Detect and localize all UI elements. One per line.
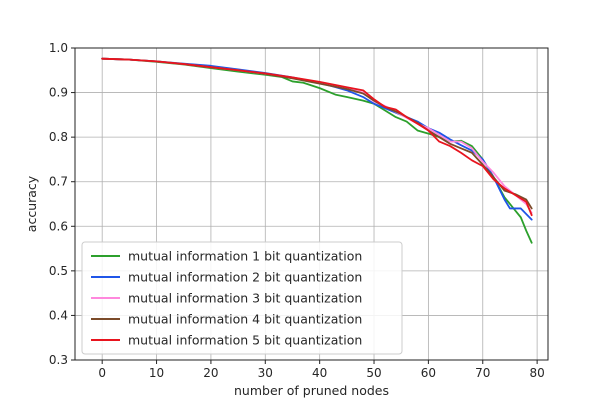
legend-label-1: mutual information 1 bit quantization — [128, 249, 362, 264]
legend-entry-5: mutual information 5 bit quantization — [91, 333, 362, 348]
x-axis-label: number of pruned nodes — [234, 383, 389, 398]
x-tick-label: 80 — [529, 366, 544, 380]
legend-entry-3: mutual information 3 bit quantization — [91, 291, 362, 306]
y-tick-label: 0.7 — [49, 175, 68, 189]
x-tick-label: 50 — [366, 366, 381, 380]
y-tick-label: 0.6 — [49, 219, 68, 233]
legend-label-4: mutual information 4 bit quantization — [128, 312, 362, 327]
legend-entry-1: mutual information 1 bit quantization — [91, 249, 362, 264]
y-axis-label: accuracy — [24, 175, 39, 232]
legend-entry-2: mutual information 2 bit quantization — [91, 270, 362, 285]
y-tick-label: 1.0 — [49, 41, 68, 55]
series-layer — [101, 57, 533, 244]
legend-box — [81, 241, 403, 355]
x-tick-label: 10 — [149, 366, 164, 380]
legend-entry-4: mutual information 4 bit quantization — [91, 312, 362, 327]
x-tick-label: 30 — [258, 366, 273, 380]
legend: mutual information 1 bit quantization mu… — [81, 241, 403, 355]
legend-label-3: mutual information 3 bit quantization — [128, 291, 362, 306]
series-line-5 — [101, 57, 533, 217]
plot-frame — [74, 47, 549, 361]
y-tick-label: 0.9 — [49, 86, 68, 100]
series-line-2 — [101, 57, 533, 221]
ticks: 0 10 20 30 40 50 60 70 80 0.3 0.4 0.5 0.6 0.7 0.8 0.9 1.… — [49, 41, 545, 380]
x-tick-label: 60 — [421, 366, 436, 380]
legend-label-2: mutual information 2 bit quantization — [128, 270, 362, 285]
y-tick-label: 0.8 — [49, 130, 68, 144]
x-tick-label: 20 — [203, 366, 218, 380]
x-tick-label: 70 — [475, 366, 490, 380]
x-tick-label: 40 — [312, 366, 327, 380]
y-tick-label: 0.3 — [49, 353, 68, 367]
x-tick-label: 0 — [98, 366, 106, 380]
y-tick-label: 0.4 — [49, 308, 68, 322]
y-tick-label: 0.5 — [49, 264, 68, 278]
legend-label-5: mutual information 5 bit quantization — [128, 333, 362, 348]
